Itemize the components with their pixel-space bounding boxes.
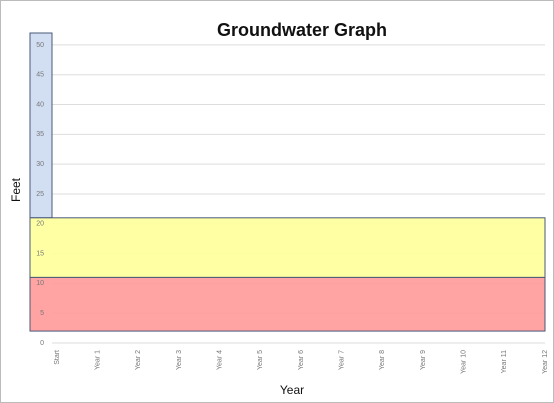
y-axis-label: Feet bbox=[9, 177, 23, 202]
y-tick-label: 35 bbox=[36, 131, 44, 138]
x-tick-label: Year 6 bbox=[298, 350, 305, 370]
x-tick-label: Year 12 bbox=[542, 350, 549, 374]
y-tick-label: 50 bbox=[36, 42, 44, 49]
y-tick-label: 10 bbox=[36, 280, 44, 287]
x-tick-label: Year 10 bbox=[461, 350, 468, 374]
x-tick-label: Year 7 bbox=[339, 350, 346, 370]
band bbox=[29, 276, 546, 332]
y-tick-label: 25 bbox=[36, 191, 44, 198]
x-tick-label: Year 3 bbox=[176, 350, 183, 370]
x-tick-label: Start bbox=[54, 350, 61, 365]
x-tick-label: Year 9 bbox=[420, 350, 427, 370]
x-tick-label: Year 2 bbox=[135, 350, 142, 370]
y-tick-label: 20 bbox=[36, 221, 44, 228]
x-tick-label: Year 8 bbox=[379, 350, 386, 370]
band bbox=[29, 217, 546, 278]
y-tick-label: 45 bbox=[36, 72, 44, 79]
x-tick-label: Year 4 bbox=[217, 350, 224, 370]
y-tick-label: 0 bbox=[40, 340, 44, 347]
y-tick-label: 30 bbox=[36, 161, 44, 168]
x-tick-label: Year 5 bbox=[257, 350, 264, 370]
x-axis-label: Year bbox=[280, 383, 304, 397]
y-tick-label: 15 bbox=[36, 250, 44, 257]
y-tick-label: 5 bbox=[40, 310, 44, 317]
x-tick-label: Year 11 bbox=[501, 350, 508, 373]
x-tick-label: Year 1 bbox=[95, 350, 102, 370]
y-tick-label: 40 bbox=[36, 101, 44, 108]
chart-title: Groundwater Graph bbox=[217, 20, 387, 40]
